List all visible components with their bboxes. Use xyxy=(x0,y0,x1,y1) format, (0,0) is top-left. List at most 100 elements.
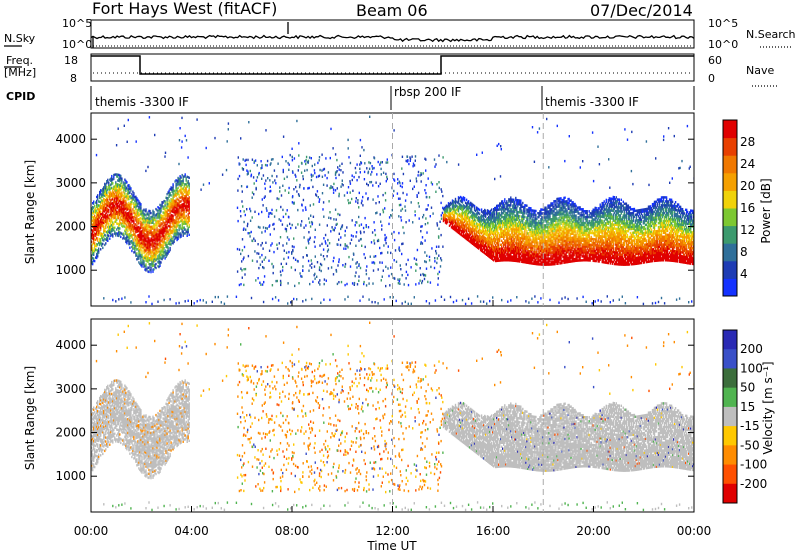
power-cell xyxy=(517,216,519,220)
power-cell xyxy=(565,208,567,211)
power-cell xyxy=(467,239,470,242)
power-cell xyxy=(179,190,181,194)
power-cell xyxy=(175,204,177,207)
power-cell xyxy=(126,196,128,200)
power-cell xyxy=(122,207,124,211)
power-cell xyxy=(464,237,467,240)
power-cell xyxy=(140,224,142,228)
power-cell xyxy=(169,207,171,210)
power-cell xyxy=(526,210,528,213)
power-cell xyxy=(177,190,179,193)
power-cell xyxy=(123,218,125,222)
power-cell xyxy=(108,187,110,190)
power-cell xyxy=(122,186,124,189)
power-cell xyxy=(106,193,108,197)
power-cell xyxy=(519,219,521,222)
power-cell xyxy=(541,255,543,258)
power-cell xyxy=(517,214,519,218)
power-cell xyxy=(146,230,148,233)
power-cell xyxy=(449,221,452,224)
power-cell xyxy=(562,216,564,219)
power-cell xyxy=(158,208,160,212)
power-cell xyxy=(506,223,508,227)
power-cell xyxy=(132,220,134,223)
power-cell xyxy=(532,217,534,220)
power-cell xyxy=(541,212,543,215)
power-cell xyxy=(509,216,511,219)
power-cell xyxy=(175,200,177,204)
power-cell xyxy=(518,199,520,202)
power-cell xyxy=(519,242,521,245)
power-cell xyxy=(527,253,529,257)
power-cell xyxy=(99,232,101,235)
power-cell xyxy=(485,237,487,240)
power-cell xyxy=(140,212,142,216)
power-cell xyxy=(174,200,176,203)
power-cell xyxy=(171,239,173,243)
power-cell xyxy=(180,235,182,238)
power-cell xyxy=(150,237,152,240)
power-cell xyxy=(573,259,575,263)
power-cell xyxy=(99,222,101,225)
power-cell xyxy=(117,199,119,202)
power-cell xyxy=(568,246,570,250)
power-cell xyxy=(133,243,135,246)
power-cell xyxy=(169,191,171,195)
power-cell xyxy=(143,261,145,264)
power-cell xyxy=(562,238,564,241)
power-cell xyxy=(471,238,474,242)
power-cell xyxy=(495,251,497,255)
power-cell xyxy=(165,206,167,209)
power-cell xyxy=(128,186,130,189)
power-cell xyxy=(489,230,491,233)
power-cell xyxy=(169,248,171,252)
power-cell xyxy=(116,194,118,198)
power-cell xyxy=(548,249,550,252)
power-cell xyxy=(159,264,161,267)
power-cell xyxy=(106,191,108,195)
power-cell xyxy=(512,251,514,254)
power-cell xyxy=(554,241,556,244)
power-cell xyxy=(531,230,533,234)
power-cell xyxy=(103,205,105,209)
power-cell xyxy=(546,234,548,237)
power-cell xyxy=(478,220,481,223)
power-cell xyxy=(158,230,160,233)
power-cell xyxy=(131,220,133,223)
power-cell xyxy=(482,237,485,240)
power-cell xyxy=(526,241,528,245)
power-cell xyxy=(556,237,558,240)
power-cell xyxy=(543,259,545,262)
power-cell xyxy=(558,250,560,253)
power-cell xyxy=(517,222,519,225)
power-cell xyxy=(490,213,492,216)
power-cell xyxy=(143,236,145,239)
power-cell xyxy=(459,219,462,222)
power-cell xyxy=(470,224,473,227)
power-cell xyxy=(125,179,127,183)
power-cell xyxy=(156,220,158,224)
power-cell xyxy=(563,222,565,225)
power-cell xyxy=(99,190,101,194)
power-cell xyxy=(138,214,140,217)
power-cell xyxy=(168,221,170,224)
power-cell xyxy=(119,233,121,236)
power-cell xyxy=(172,196,174,200)
power-cell xyxy=(130,201,132,204)
power-cell xyxy=(155,235,157,238)
power-cell xyxy=(135,230,137,234)
power-cell xyxy=(571,256,573,259)
power-cell xyxy=(490,237,492,240)
power-cell xyxy=(486,239,488,243)
power-cell xyxy=(127,219,129,223)
power-cell xyxy=(535,215,537,219)
power-cell xyxy=(551,259,553,262)
power-cell xyxy=(512,247,514,250)
power-cell xyxy=(500,235,502,239)
power-cell xyxy=(169,229,171,232)
power-cell xyxy=(94,218,96,222)
power-cell xyxy=(503,241,505,244)
power-cell xyxy=(114,197,116,200)
power-cell xyxy=(540,210,542,213)
power-cell xyxy=(561,220,563,223)
